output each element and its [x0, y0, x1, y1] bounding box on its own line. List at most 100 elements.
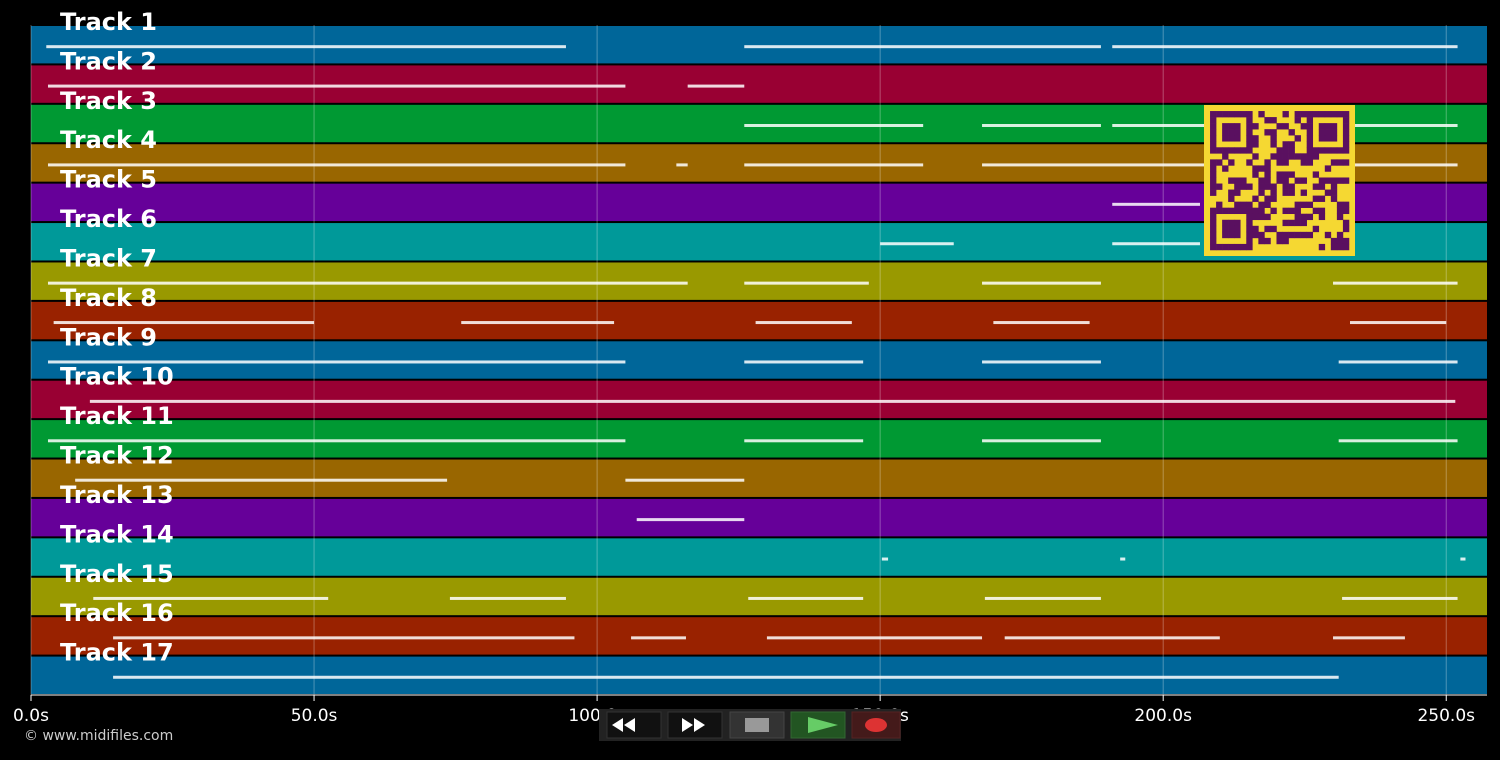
qr-cell — [1258, 213, 1265, 221]
note — [93, 596, 329, 600]
qr-cell — [1300, 189, 1307, 196]
qr-cell — [1264, 201, 1271, 208]
note — [982, 124, 1101, 127]
qr-cell — [1300, 201, 1307, 208]
qr-cell — [1246, 237, 1253, 245]
qr-cell — [1222, 207, 1229, 215]
qr-cell — [1282, 237, 1289, 245]
qr-cell — [1258, 201, 1265, 208]
qr-cell — [1216, 159, 1223, 166]
qr-cell — [1318, 129, 1326, 136]
qr-cell — [1264, 165, 1271, 172]
qr-cell — [1234, 201, 1241, 208]
qr-cell — [1210, 225, 1217, 233]
qr-cell — [1228, 219, 1235, 227]
qr-cell — [1282, 147, 1289, 154]
qr-cell — [1282, 231, 1289, 239]
track-label: Track 5 — [60, 166, 157, 194]
note — [744, 360, 864, 364]
qr-cell — [1258, 189, 1265, 196]
qr-cell — [1216, 147, 1223, 154]
qr-cell — [1318, 135, 1326, 142]
qr-cell — [1312, 171, 1320, 178]
qr-cell — [1222, 111, 1229, 118]
qr-cell — [1336, 147, 1344, 154]
note — [982, 360, 1101, 364]
qr-cell — [1216, 111, 1223, 118]
qr-cell — [1264, 129, 1271, 136]
note — [766, 636, 983, 640]
qr-cell — [1288, 231, 1295, 239]
note — [687, 84, 745, 88]
note — [744, 163, 924, 167]
note — [113, 675, 1339, 679]
qr-cell — [1216, 207, 1223, 215]
qr-cell — [1306, 117, 1314, 124]
qr-cell — [1330, 123, 1338, 130]
qr-cell — [1330, 111, 1338, 118]
qr-cell — [1210, 111, 1217, 118]
qr-cell — [1240, 201, 1247, 208]
record-button[interactable] — [851, 711, 901, 739]
qr-cell — [1330, 243, 1338, 251]
stop-button[interactable] — [729, 711, 785, 739]
note — [1333, 281, 1458, 285]
note — [1338, 360, 1458, 364]
qr-cell — [1318, 213, 1326, 221]
qr-cell — [1228, 123, 1235, 130]
qr-cell — [1276, 159, 1283, 166]
qr-cell — [1306, 159, 1314, 166]
qr-cell — [1246, 141, 1253, 148]
track-band — [31, 617, 1487, 655]
track-label: Track 11 — [60, 402, 174, 430]
qr-cell — [1324, 189, 1332, 196]
qr-cell — [1234, 177, 1241, 184]
qr-cell — [1294, 231, 1301, 239]
qr-cell — [1300, 123, 1307, 130]
qr-cell — [1300, 153, 1307, 160]
qr-cell — [1210, 117, 1217, 124]
play-button[interactable] — [790, 711, 846, 739]
qr-cell — [1282, 159, 1289, 166]
qr-cell — [1312, 207, 1320, 215]
qr-cell — [1318, 207, 1326, 215]
qr-cell — [1336, 213, 1344, 221]
qr-cell — [1210, 129, 1217, 136]
qr-cell — [1288, 129, 1295, 136]
forward-button[interactable] — [667, 711, 723, 739]
qr-cell — [1210, 219, 1217, 227]
qr-cell — [1210, 141, 1217, 148]
qr-cell — [1210, 147, 1217, 154]
qr-cell — [1306, 123, 1314, 130]
qr-cell — [1336, 111, 1344, 118]
track-band — [31, 65, 1487, 103]
qr-cell — [1246, 123, 1253, 130]
track-label: Track 7 — [60, 244, 157, 272]
qr-cell — [1276, 123, 1283, 130]
qr-cell — [1330, 195, 1338, 202]
qr-cell — [1222, 153, 1229, 160]
qr-cell — [1282, 123, 1289, 130]
note — [1333, 636, 1405, 640]
qr-cell — [1252, 141, 1259, 148]
grid — [30, 25, 1447, 695]
rewind-button[interactable] — [606, 711, 662, 739]
qr-cell — [1258, 237, 1265, 245]
track-band — [31, 656, 1487, 694]
qr-cell — [1222, 225, 1229, 233]
qr-cell — [1282, 207, 1289, 215]
qr-cell — [1270, 141, 1277, 148]
qr-cell — [1264, 183, 1271, 190]
qr-cell — [1342, 201, 1350, 208]
track-label: Track 6 — [60, 205, 157, 233]
qr-cell — [1210, 135, 1217, 142]
qr-cell — [1270, 225, 1277, 233]
qr-cell — [1342, 237, 1350, 245]
qr-cell — [1234, 243, 1241, 251]
note — [47, 281, 688, 285]
qr-cell — [1264, 195, 1271, 202]
qr-cell — [1288, 153, 1295, 160]
note — [982, 439, 1101, 443]
